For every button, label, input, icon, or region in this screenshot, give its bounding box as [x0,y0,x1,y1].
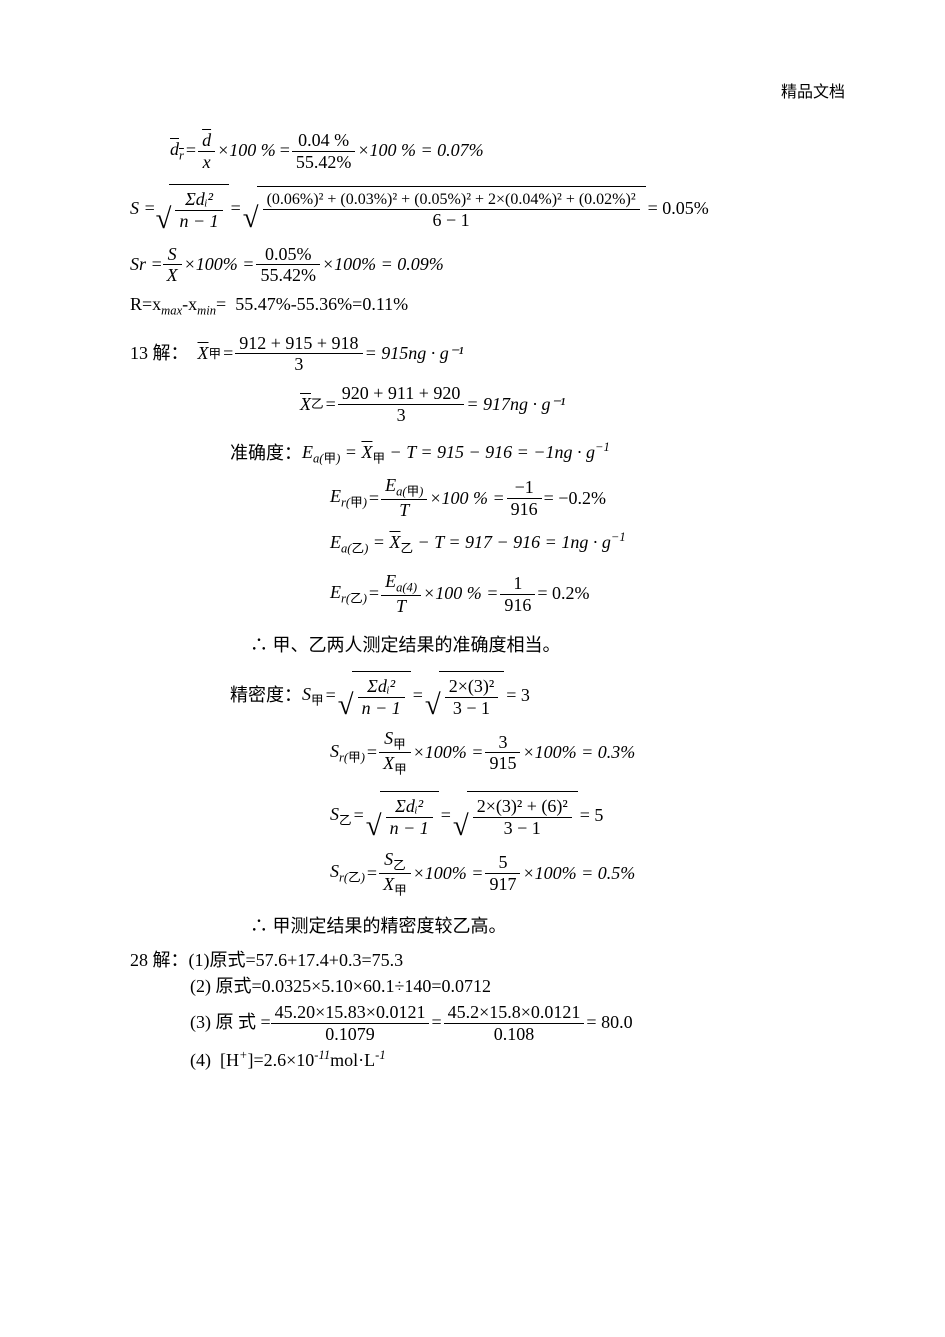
p13-ea-jia: 准确度： Ea(甲) = X甲 − T = 915 − 916 = −1ng ·… [230,439,845,467]
eq-s: S = √ Σdᵢ²n − 1 = √ (0.06%)² + (0.03%)² … [130,184,845,233]
p13-xbar-jia: 13 解： X甲= 912 + 915 + 9183 = 915ng · g⁻¹ [130,333,845,375]
page: 精品文档 dr= dx ×100 %= 0.04 %55.42% ×100 % … [0,0,945,1337]
header-label: 精品文档 [781,78,845,102]
p13-xbar-yi: X乙= 920 + 911 + 9203 = 917ng · g⁻¹ [300,383,845,425]
eq-range: R=xmax-xmin= 55.47%-55.36%=0.11% [130,294,845,319]
p13-syi: S乙= √ Σdᵢ²n − 1 = √ 2×(3)² + (6)²3 − 1 =… [330,791,845,840]
p13-srjia: Sr(甲)= S甲X甲 ×100% = 3915 ×100% = 0.3% [330,728,845,777]
p13-er-yi: Er(乙)= Ea(4)T ×100 % = 1916 = 0.2% [330,571,845,617]
p28-line2: (2) 原式=0.0325×5.10×60.1÷140=0.0712 [190,972,845,998]
p28-line4: (4) [H+]=2.6×10-11mol·L-1 [190,1048,845,1071]
eq-dr: dr= dx ×100 %= 0.04 %55.42% ×100 % = 0.0… [170,130,845,172]
p13-prec-conclusion: ∴ 甲测定结果的精密度较乙高。 [250,912,845,938]
p13-sryi: Sr(乙)= S乙X甲 ×100% = 5917 ×100% = 0.5% [330,849,845,898]
p28-line3: (3) 原 式 = 45.20×15.83×0.01210.1079 = 45.… [190,1002,845,1044]
eq-sr: Sr = SX ×100% = 0.05%55.42% ×100% = 0.09… [130,244,845,286]
p13-sjia: 精密度： S甲= √ Σdᵢ²n − 1 = √ 2×(3)²3 − 1 = 3 [230,671,845,720]
p28-line1: 28 解：(1)原式=57.6+17.4+0.3=75.3 [130,946,845,972]
p13-ea-yi: Ea(乙) = X乙 − T = 917 − 916 = 1ng · g−1 [330,529,845,557]
p13-acc-conclusion: ∴ 甲、乙两人测定结果的准确度相当。 [250,631,845,657]
p13-er-jia: Er(甲)= Ea(甲)T ×100 % = −1916 = −0.2% [330,475,845,521]
